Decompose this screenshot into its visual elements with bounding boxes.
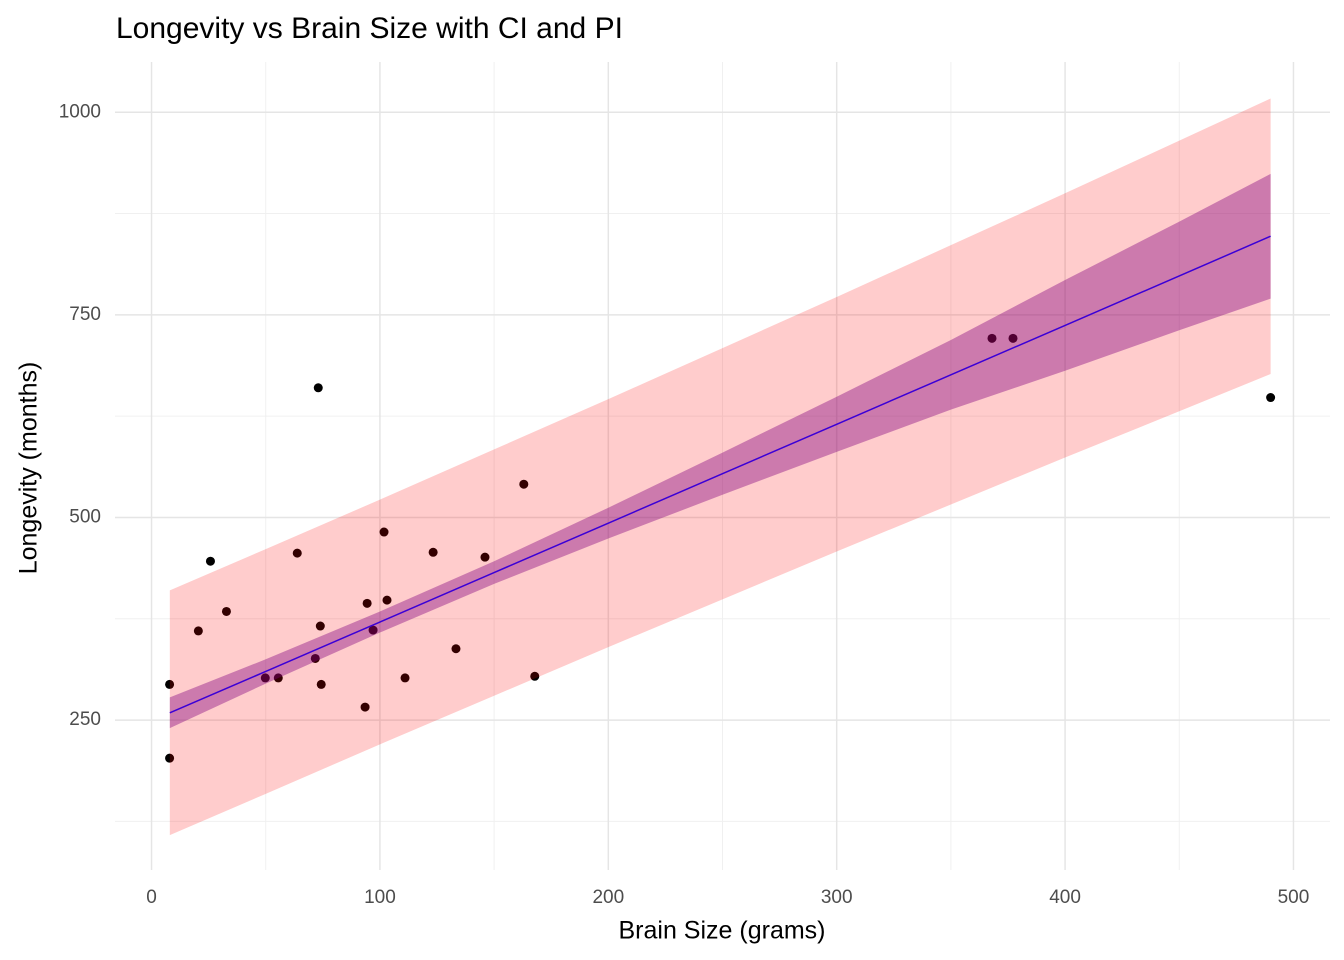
point (193, 626, 203, 636)
point (360, 702, 370, 712)
chart-title: Longevity vs Brain Size with CI and PI (116, 12, 623, 45)
y-tick-label: 750 (69, 304, 101, 325)
point (987, 333, 997, 343)
y-axis-title: Longevity (months) (15, 362, 43, 575)
y-tick-label: 1000 (59, 101, 101, 122)
point (315, 621, 325, 631)
point (310, 653, 320, 663)
point (382, 595, 392, 605)
point (292, 548, 302, 558)
point (313, 383, 323, 393)
point (379, 527, 389, 537)
y-tick-label: 250 (69, 709, 101, 730)
point (1008, 333, 1018, 343)
point (221, 606, 231, 616)
x-axis-title: Brain Size (grams) (619, 917, 826, 945)
x-tick-label: 100 (364, 887, 396, 908)
point (400, 673, 410, 683)
pi-band (169, 98, 1271, 836)
point (316, 679, 326, 689)
x-tick-label: 0 (146, 887, 157, 908)
point (451, 644, 461, 654)
point (428, 547, 438, 557)
y-tick-label: 500 (69, 506, 101, 527)
point (368, 625, 378, 635)
point (273, 673, 283, 683)
point (165, 753, 175, 763)
x-tick-label: 400 (1049, 887, 1081, 908)
point (260, 673, 270, 683)
point (205, 556, 215, 566)
point (165, 679, 175, 689)
point (1266, 393, 1276, 403)
point (480, 552, 490, 562)
ci-band (169, 173, 1271, 729)
point (362, 598, 372, 608)
x-tick-label: 500 (1278, 887, 1310, 908)
point (519, 479, 529, 489)
point (530, 671, 540, 681)
x-tick-label: 200 (592, 887, 624, 908)
fit-line (169, 235, 1271, 714)
x-tick-label: 300 (821, 887, 853, 908)
